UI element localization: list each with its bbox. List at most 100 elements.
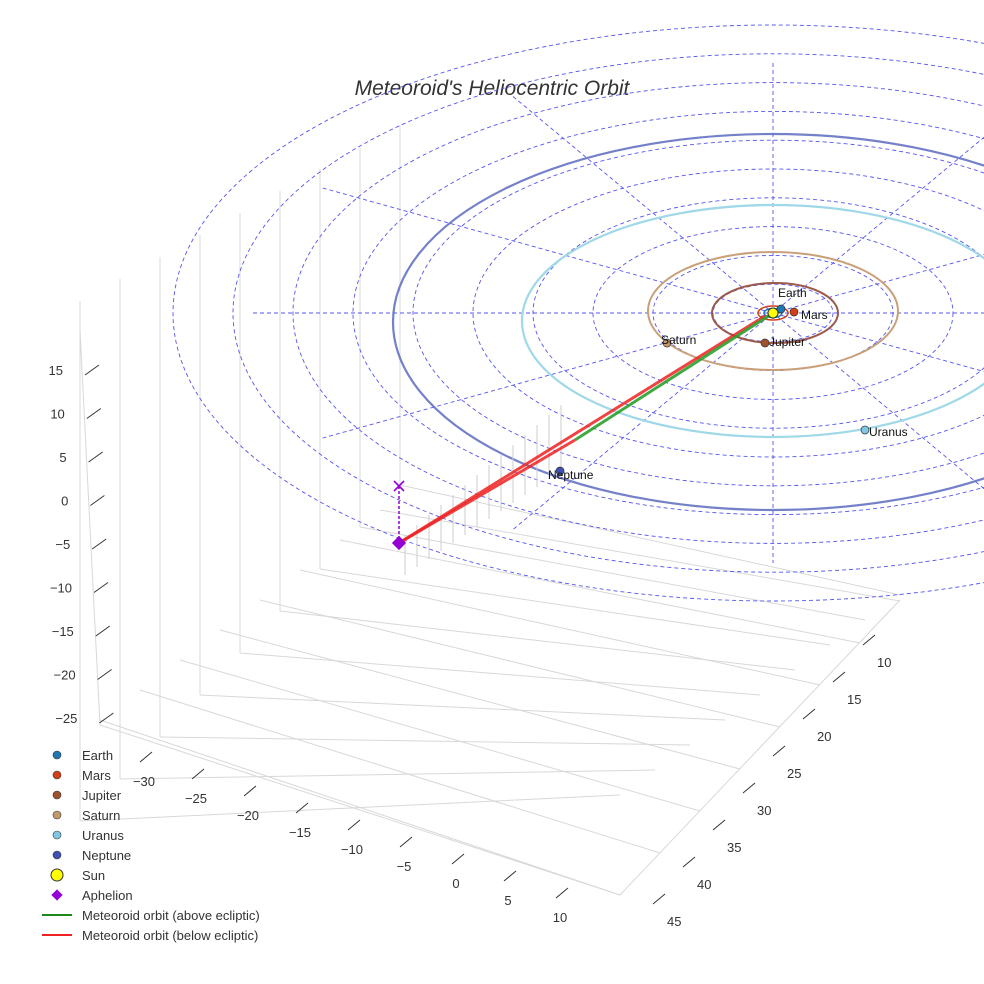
legend-item[interactable]: Earth bbox=[52, 748, 113, 763]
x-tick-mark bbox=[295, 802, 309, 814]
legend: Earth Mars Jupiter Saturn Uranus Neptune Sun Ap… bbox=[42, 748, 260, 943]
grid-line bbox=[119, 769, 656, 780]
y-tick-label: 15 bbox=[847, 692, 861, 707]
z-tick-label: 5 bbox=[59, 450, 66, 465]
planet-jupiter-marker bbox=[760, 338, 770, 348]
y-tick-label: 40 bbox=[697, 877, 711, 892]
legend-label: Uranus bbox=[82, 828, 124, 843]
legend-label: Meteoroid orbit (below ecliptic) bbox=[82, 928, 258, 943]
grid-line bbox=[379, 509, 901, 602]
x-tick-label: −20 bbox=[237, 808, 259, 823]
legend-item[interactable]: Mars bbox=[52, 768, 111, 783]
jupiter-orbit bbox=[711, 282, 839, 344]
legend-item[interactable]: Sun bbox=[50, 868, 105, 883]
y-tick-label: 30 bbox=[757, 803, 771, 818]
planet-earth-marker bbox=[776, 304, 786, 314]
planet-label: Mars bbox=[801, 308, 828, 322]
grid-line bbox=[239, 652, 761, 696]
legend-marker bbox=[52, 810, 62, 820]
legend-marker bbox=[52, 750, 62, 760]
planet-label: Jupiter bbox=[769, 335, 805, 349]
y-tick-mark bbox=[682, 856, 696, 868]
x-tick-label: −30 bbox=[133, 774, 155, 789]
planet-saturn-marker bbox=[662, 338, 672, 348]
grid-line bbox=[179, 659, 701, 812]
planets: Earth Mars Jupiter Saturn Uranus Neptune bbox=[548, 286, 908, 482]
x-tick-mark bbox=[347, 819, 361, 831]
x-tick-label: 5 bbox=[504, 893, 511, 908]
z-tick-mark bbox=[95, 625, 111, 637]
z-tick-mark bbox=[88, 451, 103, 463]
y-tick-mark bbox=[772, 745, 786, 757]
neptune-orbit bbox=[392, 132, 984, 512]
legend-item[interactable]: Saturn bbox=[52, 808, 120, 823]
grid-line bbox=[339, 539, 861, 644]
z-tick-mark bbox=[99, 712, 114, 724]
grid-line bbox=[219, 629, 741, 770]
y-tick-label: 25 bbox=[787, 766, 801, 781]
y-tick-mark bbox=[652, 893, 666, 905]
y-tick-mark bbox=[742, 782, 756, 794]
legend-item[interactable]: Uranus bbox=[52, 828, 124, 843]
legend-label: Earth bbox=[82, 748, 113, 763]
ecliptic-radial bbox=[322, 253, 984, 439]
x-tick-mark bbox=[191, 768, 205, 780]
aphelion-marker[interactable] bbox=[391, 535, 407, 551]
grid-line bbox=[199, 694, 726, 721]
meteoroid-orbit-above bbox=[574, 311, 774, 442]
z-tick-mark bbox=[86, 408, 102, 419]
grid-line bbox=[99, 719, 621, 896]
legend-item[interactable]: Aphelion bbox=[51, 888, 133, 903]
ecliptic-grid bbox=[172, 24, 984, 602]
legend-marker bbox=[52, 850, 62, 860]
z-tick-label: −10 bbox=[50, 581, 72, 596]
x-mark-stroke bbox=[393, 480, 405, 492]
z-tick-mark bbox=[93, 582, 109, 593]
sun-marker[interactable] bbox=[767, 307, 779, 319]
x-tick-mark bbox=[139, 751, 153, 763]
legend-item[interactable]: Meteoroid orbit (below ecliptic) bbox=[42, 928, 258, 943]
planet-uranus-marker bbox=[860, 425, 870, 435]
axis-ticks: 15 10 5 0 −5 −10 −15 −20 −25 −30 −25 −20 −15 −10 −5 0 5 1… bbox=[49, 363, 892, 929]
grid-line bbox=[79, 794, 621, 822]
meteoroid-orbit-below bbox=[398, 314, 766, 545]
meteoroid-orbit-below-2 bbox=[398, 438, 576, 545]
legend-marker bbox=[52, 830, 62, 840]
ecliptic-radial bbox=[322, 187, 984, 373]
z-tick-mark bbox=[91, 538, 107, 550]
legend-item[interactable]: Jupiter bbox=[52, 788, 122, 803]
z-tick-label: 10 bbox=[50, 407, 64, 422]
y-tick-label: 35 bbox=[727, 840, 741, 855]
mars-orbit bbox=[757, 305, 789, 321]
z-tick-mark bbox=[84, 364, 100, 376]
y-tick-mark bbox=[712, 819, 726, 831]
legend-marker bbox=[52, 770, 62, 780]
z-tick-mark bbox=[90, 495, 105, 506]
grid-line bbox=[259, 599, 781, 728]
x-tick-label: −15 bbox=[289, 825, 311, 840]
z-tick-label: −15 bbox=[52, 624, 74, 639]
chart-title: Meteoroid's Heliocentric Orbit bbox=[355, 77, 631, 100]
legend-label: Aphelion bbox=[82, 888, 133, 903]
grid-line bbox=[159, 736, 691, 746]
legend-marker bbox=[52, 790, 62, 800]
planet-label: Saturn bbox=[661, 333, 696, 347]
y-tick-mark bbox=[862, 634, 876, 646]
y-tick-mark bbox=[802, 708, 816, 720]
legend-item[interactable]: Meteoroid orbit (above ecliptic) bbox=[42, 908, 260, 923]
planet-label: Earth bbox=[778, 286, 807, 300]
x-tick-mark bbox=[243, 785, 257, 797]
ecliptic-ring bbox=[232, 53, 984, 573]
legend-label: Neptune bbox=[82, 848, 131, 863]
z-tick-label: 15 bbox=[49, 363, 63, 378]
grid-line bbox=[139, 689, 661, 854]
axis-line-z bbox=[79, 329, 101, 726]
grid-line bbox=[359, 526, 866, 621]
uranus-orbit bbox=[520, 203, 984, 439]
aphelion-projection-marker bbox=[393, 480, 405, 492]
legend-sun-marker bbox=[50, 868, 64, 882]
x-tick-label: 10 bbox=[553, 910, 567, 925]
legend-item[interactable]: Neptune bbox=[52, 848, 131, 863]
